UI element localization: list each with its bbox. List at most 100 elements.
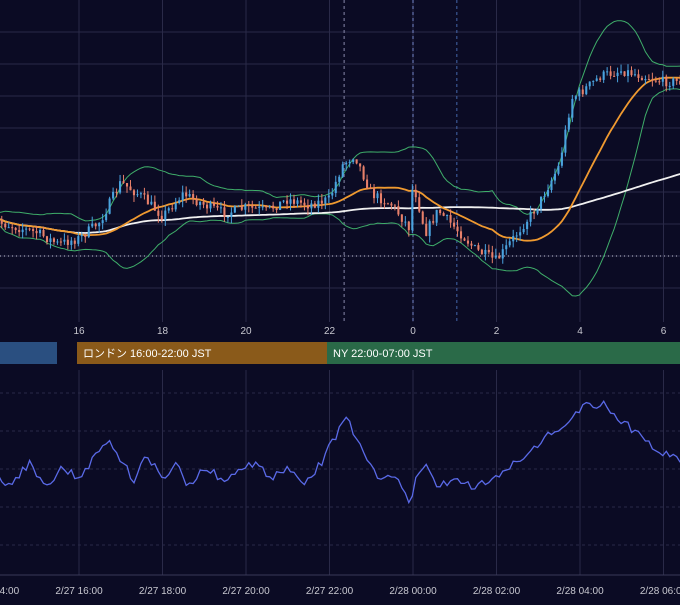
candlesticks	[0, 64, 680, 264]
candle-body	[237, 205, 240, 207]
candle-body	[459, 231, 463, 239]
candle-body	[536, 208, 539, 214]
candle-body	[125, 183, 129, 187]
candle-body	[494, 255, 497, 258]
candle-body	[359, 163, 362, 167]
candle-body	[484, 249, 487, 255]
osc-x-tick-label: 2/27 14:00	[0, 586, 20, 597]
candle-body	[595, 78, 598, 81]
candle-body	[501, 249, 504, 259]
session-ny-label: NY 22:00-07:00 JST	[333, 348, 433, 360]
candle-body	[428, 221, 431, 236]
candle-body	[439, 209, 442, 214]
candle-body	[400, 214, 403, 222]
candle-body	[292, 199, 296, 204]
candle-body	[588, 81, 591, 87]
candle-body	[320, 200, 323, 204]
candle-body	[571, 98, 574, 118]
candle-body	[498, 255, 501, 259]
candle-body	[341, 164, 344, 177]
candle-body	[91, 223, 94, 227]
candle-body	[261, 206, 264, 208]
candle-body	[376, 193, 379, 199]
candle-body	[272, 205, 275, 209]
candle-body	[286, 200, 289, 204]
candle-body	[181, 192, 184, 201]
osc-x-tick-label: 2/27 16:00	[55, 586, 103, 597]
candle-body	[386, 203, 389, 205]
candle-body	[258, 206, 261, 208]
candle-body	[672, 78, 675, 86]
candle-body	[546, 190, 550, 197]
candle-body	[317, 200, 320, 208]
oscillator-line	[0, 399, 680, 505]
candle-body	[613, 75, 616, 77]
candle-body	[456, 226, 459, 232]
candle-body	[21, 229, 24, 233]
candle-body	[240, 205, 243, 210]
session-bar: ロンドン 16:00-22:00 JST NY 22:00-07:00 JST	[0, 342, 680, 364]
oscillator-grid	[0, 370, 680, 576]
osc-x-tick-label: 2/28 04:00	[556, 586, 604, 597]
candle-body	[414, 189, 417, 198]
candle-body	[289, 199, 292, 204]
price-grid	[0, 0, 680, 322]
candle-body	[519, 232, 522, 236]
candle-body	[42, 229, 45, 237]
candle-body	[418, 197, 421, 212]
candle-body	[38, 229, 42, 234]
moving-averages	[0, 76, 680, 242]
candle-body	[362, 166, 365, 180]
candle-body	[407, 221, 410, 231]
candle-body	[209, 202, 212, 209]
candle-body	[630, 70, 633, 76]
candle-body	[665, 76, 668, 87]
price-x-tick-label: 2	[494, 326, 500, 337]
candle-body	[98, 223, 101, 227]
candle-body	[105, 213, 108, 221]
candle-body	[11, 227, 14, 229]
candle-body	[18, 230, 21, 233]
candle-body	[383, 203, 386, 205]
candle-body	[7, 227, 10, 229]
candle-body	[512, 235, 515, 242]
candle-body	[265, 206, 268, 208]
candle-body	[449, 215, 452, 223]
session-tokyo-block	[0, 342, 57, 364]
candle-body	[366, 179, 369, 189]
candle-body	[515, 235, 518, 237]
candle-body	[626, 70, 630, 76]
osc-x-tick-label: 2/27 22:00	[306, 586, 354, 597]
candle-body	[160, 215, 163, 220]
candle-body	[348, 161, 351, 163]
candle-body	[533, 211, 536, 214]
candle-body	[45, 236, 49, 243]
short-moving-average-line	[0, 76, 680, 242]
long-moving-average-line	[0, 173, 680, 234]
candle-body	[66, 239, 69, 245]
candle-body	[63, 239, 66, 242]
candle-body	[390, 203, 393, 206]
candle-body	[585, 86, 588, 95]
candle-body	[52, 238, 55, 242]
candle-body	[397, 206, 400, 215]
candle-body	[623, 71, 626, 76]
candle-body	[112, 191, 115, 199]
candle-body	[592, 80, 595, 82]
candle-body	[219, 207, 222, 209]
price-x-tick-label: 0	[410, 326, 416, 337]
candle-body	[640, 77, 643, 81]
candle-body	[73, 240, 76, 244]
candle-body	[0, 220, 3, 224]
candle-body	[14, 227, 17, 231]
candle-body	[164, 210, 167, 220]
candle-body	[564, 129, 567, 153]
candle-body	[334, 181, 337, 194]
osc-x-tick-label: 2/28 00:00	[389, 586, 437, 597]
candle-body	[675, 78, 678, 81]
candle-body	[539, 196, 543, 209]
candle-body	[651, 79, 654, 81]
candle-body	[491, 252, 494, 258]
